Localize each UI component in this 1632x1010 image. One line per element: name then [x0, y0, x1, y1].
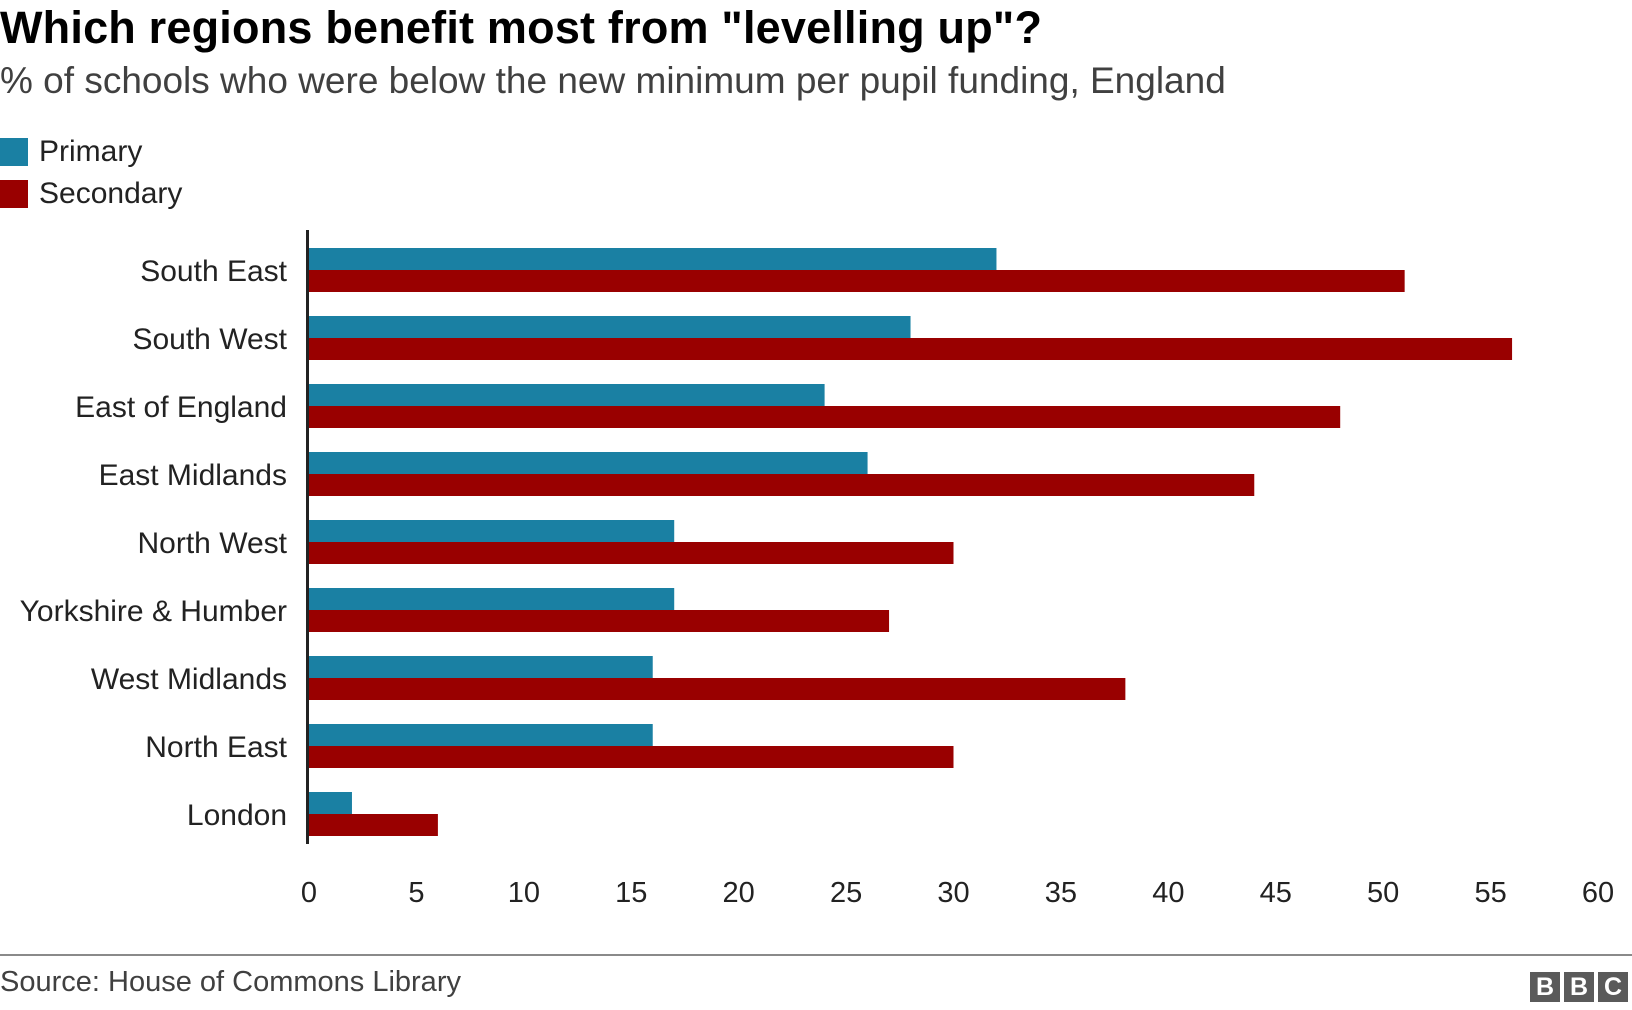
- category-label: Yorkshire & Humber: [20, 595, 287, 628]
- x-tick-label: 35: [1045, 877, 1077, 909]
- chart-subtitle: % of schools who were below the new mini…: [0, 60, 1226, 101]
- bar-chart: South East South West East of England East …: [20, 230, 1614, 909]
- bar-primary-north-west: [309, 520, 675, 542]
- legend-item-primary: Primary: [0, 132, 142, 172]
- legend-label-primary: Primary: [39, 135, 143, 168]
- category-label: London: [187, 799, 287, 832]
- bar-primary-yorkshire-humber: [309, 588, 675, 610]
- bar-secondary-east-of-england: [309, 406, 1341, 428]
- bbc-logo: B B C: [1530, 972, 1628, 1002]
- category-label: East of England: [75, 391, 287, 424]
- x-tick-label: 40: [1152, 877, 1184, 909]
- x-tick-label: 0: [301, 877, 317, 909]
- x-tick-label: 10: [508, 877, 540, 909]
- bar-primary-west-midlands: [309, 656, 653, 678]
- bar-secondary-north-west: [309, 542, 954, 564]
- bar-secondary-london: [309, 814, 438, 836]
- category-label: South East: [140, 255, 287, 288]
- category-label: East Midlands: [99, 459, 287, 492]
- x-tick-label: 50: [1367, 877, 1399, 909]
- x-tick-label: 60: [1582, 877, 1614, 909]
- x-tick-label: 45: [1260, 877, 1292, 909]
- category-label: West Midlands: [91, 663, 287, 696]
- chart-title: Which regions benefit most from "levelli…: [0, 2, 1043, 53]
- bar-primary-south-east: [309, 248, 997, 270]
- x-tick-label: 25: [830, 877, 862, 909]
- legend-label-secondary: Secondary: [39, 177, 183, 210]
- bar-secondary-north-east: [309, 746, 954, 768]
- x-tick-label: 15: [615, 877, 647, 909]
- bar-secondary-west-midlands: [309, 678, 1126, 700]
- x-tick-label: 20: [723, 877, 755, 909]
- bar-secondary-yorkshire-humber: [309, 610, 890, 632]
- legend-swatch-secondary: [0, 180, 28, 208]
- footer-divider: [0, 954, 1632, 956]
- bar-primary-east-midlands: [309, 452, 868, 474]
- bar-primary-london: [309, 792, 352, 814]
- bbc-logo-letter: C: [1598, 972, 1628, 1002]
- bar-primary-east-of-england: [309, 384, 825, 406]
- x-tick-label: 55: [1474, 877, 1506, 909]
- legend-swatch-primary: [0, 138, 28, 166]
- source-note: Source: House of Commons Library: [0, 966, 461, 998]
- bbc-logo-letter: B: [1564, 972, 1594, 1002]
- bbc-logo-letter: B: [1530, 972, 1560, 1002]
- bar-secondary-south-west: [309, 338, 1513, 360]
- bar-secondary-south-east: [309, 270, 1405, 292]
- x-tick-label: 30: [937, 877, 969, 909]
- category-label: North West: [138, 527, 288, 560]
- x-tick-label: 5: [408, 877, 424, 909]
- bar-primary-north-east: [309, 724, 653, 746]
- legend-item-secondary: Secondary: [0, 174, 182, 214]
- category-label: South West: [132, 323, 287, 356]
- category-label: North East: [145, 731, 287, 764]
- bar-primary-south-west: [309, 316, 911, 338]
- bar-secondary-east-midlands: [309, 474, 1255, 496]
